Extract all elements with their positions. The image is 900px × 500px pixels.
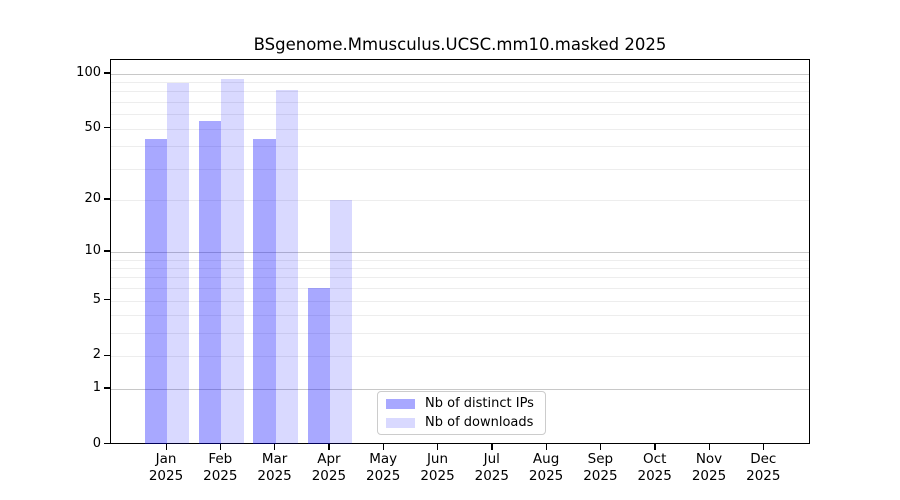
x-tick-label: Apr 2025: [311, 451, 347, 484]
bar-distinct-ips-mar: [253, 138, 276, 445]
bar-downloads-feb: [221, 78, 244, 445]
x-tick-label: Jun 2025: [420, 451, 455, 484]
y-tick-label: 100: [76, 64, 101, 80]
x-tick-mark: [491, 444, 493, 450]
x-tick-mark: [328, 444, 330, 450]
gridline-minor: [111, 114, 809, 116]
y-tick-mark: [104, 198, 110, 200]
bar-downloads-mar: [275, 90, 298, 445]
legend: Nb of distinct IPs Nb of downloads: [377, 391, 546, 435]
x-tick-mark: [599, 444, 602, 450]
x-tick-mark: [762, 444, 765, 450]
x-tick-label: Aug 2025: [528, 451, 564, 484]
x-tick-mark: [708, 444, 710, 450]
gridline-minor: [111, 315, 809, 317]
bar-downloads-apr: [329, 199, 353, 445]
x-tick-label: Dec 2025: [746, 451, 781, 484]
x-tick-label: Nov 2025: [691, 451, 727, 484]
y-tick-label: 10: [84, 242, 101, 258]
y-tick-mark: [104, 354, 110, 357]
x-tick-label: Oct 2025: [637, 451, 672, 484]
gridline-minor: [111, 333, 809, 335]
legend-item-distinct-ips: Nb of distinct IPs: [386, 396, 537, 411]
x-tick-mark: [382, 444, 385, 450]
gridline-minor: [111, 146, 809, 148]
x-tick-mark: [274, 444, 276, 450]
y-tick-label: 20: [84, 190, 101, 206]
gridline-minor: [111, 82, 809, 84]
y-tick-mark: [104, 72, 110, 74]
x-tick-label: Mar 2025: [257, 451, 292, 484]
bar-downloads-jan: [167, 82, 190, 445]
x-tick-label: Sep 2025: [583, 451, 618, 484]
y-tick-label: 5: [92, 291, 101, 307]
x-tick-label: Jul 2025: [474, 451, 509, 484]
gridline-minor: [111, 288, 809, 290]
bar-distinct-ips-apr: [307, 288, 330, 445]
gridline-minor: [111, 91, 809, 93]
gridline-minor: [111, 277, 809, 279]
x-tick-mark: [437, 444, 439, 450]
gridline-minor: [111, 267, 809, 269]
legend-label-distinct-ips: Nb of distinct IPs: [425, 396, 534, 411]
x-tick-label: Jan 2025: [148, 451, 184, 484]
legend-item-downloads: Nb of downloads: [386, 415, 537, 430]
bar-distinct-ips-feb: [198, 121, 222, 445]
y-tick-mark: [104, 387, 110, 389]
y-tick-label: 1: [92, 379, 101, 395]
y-tick-label: 50: [84, 119, 101, 135]
gridline-minor: [111, 356, 809, 358]
y-tick-label: 0: [92, 435, 101, 451]
x-tick-mark: [654, 444, 656, 450]
bar-distinct-ips-jan: [144, 138, 167, 445]
gridline-minor: [111, 300, 809, 302]
x-tick-mark: [545, 444, 547, 450]
gridline-minor: [111, 259, 809, 261]
y-tick-label: 2: [92, 347, 101, 363]
gridline-minor: [111, 102, 809, 104]
y-tick-mark: [104, 443, 110, 445]
plot-area: [110, 59, 810, 445]
gridline-major: [111, 251, 809, 253]
gridline-minor: [111, 168, 809, 170]
legend-swatch-distinct-ips: [386, 398, 415, 409]
chart-title: BSgenome.Mmusculus.UCSC.mm10.masked 2025: [253, 35, 667, 54]
y-tick-mark: [104, 299, 110, 301]
gridline-major: [111, 388, 809, 390]
gridline-minor: [111, 199, 809, 201]
legend-label-downloads: Nb of downloads: [425, 415, 534, 430]
x-tick-mark: [165, 444, 167, 450]
y-tick-mark: [104, 127, 110, 129]
x-tick-label: May 2025: [366, 451, 401, 484]
y-tick-mark: [104, 250, 110, 252]
gridline-major: [111, 73, 809, 75]
gridline-minor: [111, 128, 809, 130]
x-tick-label: Feb 2025: [203, 451, 238, 484]
x-tick-mark: [219, 444, 222, 450]
legend-swatch-downloads: [386, 417, 415, 428]
